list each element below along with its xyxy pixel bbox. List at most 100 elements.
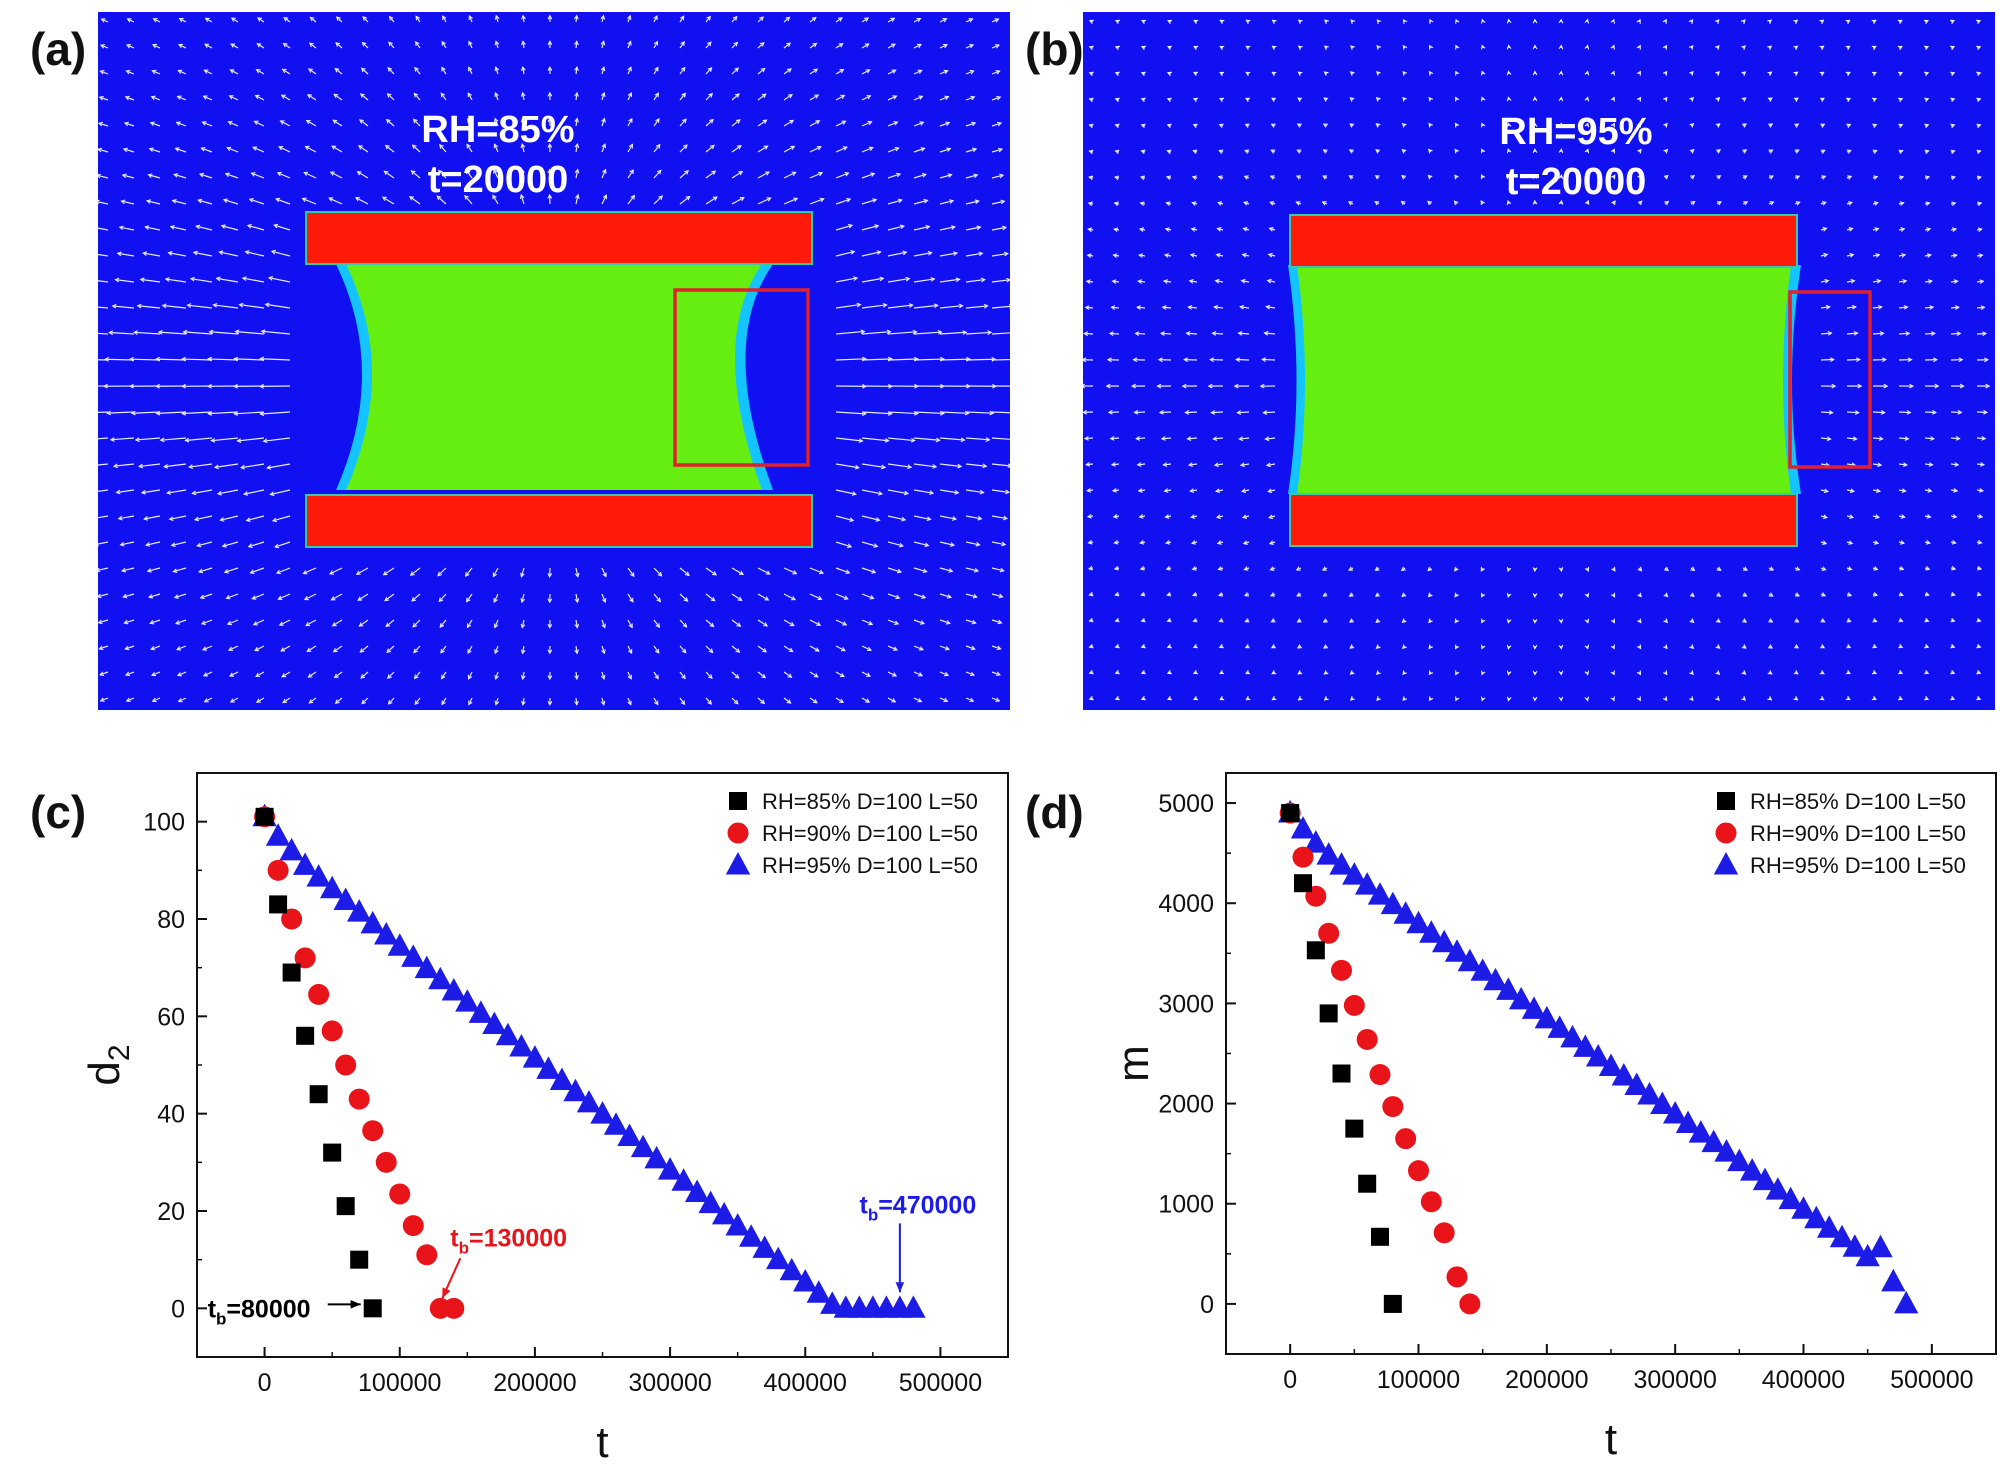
vector-arrowhead (1428, 96, 1434, 102)
vector-arrowhead (281, 673, 287, 678)
vector-arrowhead (1741, 45, 1746, 51)
data-point (1393, 901, 1418, 924)
y-tick-label: 5000 (1158, 790, 1214, 818)
vector-arrowhead (656, 169, 662, 175)
vector-arrow (1186, 332, 1198, 335)
vector-arrowhead (203, 698, 209, 703)
vector-arrow (410, 567, 421, 576)
vector-arrowhead (1297, 670, 1303, 675)
vector-arrowhead (1348, 592, 1354, 597)
vector-arrowhead (250, 172, 256, 177)
vector-arrowhead (1924, 591, 1930, 597)
vector-arrowhead (845, 569, 851, 575)
panel-label-b: (b) (1025, 23, 1084, 75)
vector-arrow (308, 697, 317, 704)
vector-arrowhead (1876, 278, 1882, 284)
rh-label-a: RH=85% (421, 109, 574, 151)
vector-arrowhead (206, 383, 212, 389)
vector-arrowhead (520, 675, 526, 681)
vector-arrowhead (1244, 643, 1250, 649)
vector-arrow (360, 671, 369, 679)
vector-arrowhead (1213, 462, 1219, 468)
vector-arrowhead (1741, 670, 1747, 675)
vector-arrowhead (1241, 514, 1248, 520)
vector-arrow (1265, 437, 1276, 440)
vector-arrowhead (1454, 148, 1460, 154)
vector-arrowhead (154, 383, 160, 389)
breakup-time-annotation: tb=470000 (859, 1191, 976, 1224)
vector-arrow (861, 489, 883, 495)
vector-arrowhead (180, 356, 186, 362)
vector-arrowhead (333, 673, 339, 679)
vector-arrow (653, 195, 663, 205)
vector-arrow (522, 92, 525, 101)
data-point (1765, 1177, 1791, 1200)
vector-arrowhead (762, 119, 768, 124)
vector-arrow (333, 93, 343, 101)
vector-arrow (385, 619, 395, 627)
vector-arrowhead (1083, 383, 1085, 389)
vector-arrow (201, 147, 213, 153)
vector-arrow (177, 95, 187, 101)
vector-arrowhead (98, 121, 104, 127)
vector-arrowhead (1217, 566, 1223, 571)
vector-arrow (466, 619, 473, 628)
vector-arrowhead (494, 14, 500, 20)
vector-arrowhead (1087, 227, 1093, 233)
vector-arrow (270, 489, 291, 496)
vector-arrow (1085, 306, 1094, 309)
vector-arrow (575, 619, 578, 628)
vector-arrowhead (384, 144, 390, 150)
vector-arrow (679, 619, 687, 628)
vector-arrow (265, 303, 291, 309)
vector-arrowhead (1934, 383, 1940, 389)
vector-arrowhead (1872, 123, 1878, 129)
vector-arrow (283, 17, 291, 23)
vector-arrowhead (230, 43, 236, 48)
vector-arrowhead (1584, 148, 1590, 154)
vector-arrow (783, 567, 797, 575)
vector-arrowhead (1879, 331, 1885, 336)
vector-arrowhead (468, 14, 473, 20)
vector-arrow (913, 69, 922, 75)
vector-arrow (653, 118, 660, 127)
data-point (308, 983, 330, 1005)
vector-arrowhead (1689, 618, 1695, 624)
vector-arrowhead (1324, 19, 1329, 25)
data-point (1408, 1160, 1429, 1182)
vector-arrow (835, 619, 847, 626)
vector-arrow (887, 567, 902, 573)
vector-arrowhead (789, 119, 795, 125)
vector-arrowhead (493, 168, 498, 174)
vector-arrowhead (150, 671, 156, 677)
vector-arrow (383, 567, 395, 576)
vector-arrow (575, 567, 579, 577)
vector-arrow (991, 332, 1010, 335)
vector-arrowhead (439, 623, 445, 628)
vector-arrowhead (271, 517, 278, 523)
vector-arrowhead (684, 571, 690, 577)
data-point (1431, 929, 1457, 953)
vector-arrow (991, 148, 1003, 153)
vector-arrow (521, 619, 525, 628)
vector-arrowhead (1114, 123, 1120, 129)
vector-arrow (601, 92, 605, 101)
vector-arrowhead (627, 649, 633, 655)
data-point (1371, 1227, 1389, 1246)
data-point (1496, 977, 1521, 1000)
vector-arrowhead (655, 118, 660, 124)
vector-arrow (305, 145, 317, 153)
vector-arrowhead (386, 92, 392, 98)
vector-arrowhead (760, 699, 766, 705)
vector-arrowhead (943, 697, 949, 703)
vector-arrowhead (846, 197, 852, 203)
vector-arrow (121, 567, 135, 572)
top-plate (305, 211, 813, 265)
vector-arrow (887, 541, 904, 547)
vector-arrowhead (1741, 696, 1747, 701)
vector-arrowhead (1140, 591, 1146, 597)
vector-arrowhead (329, 171, 335, 176)
vector-arrowhead (953, 251, 959, 256)
vector-arrowhead (919, 620, 926, 625)
vector-arrow (1898, 280, 1907, 283)
